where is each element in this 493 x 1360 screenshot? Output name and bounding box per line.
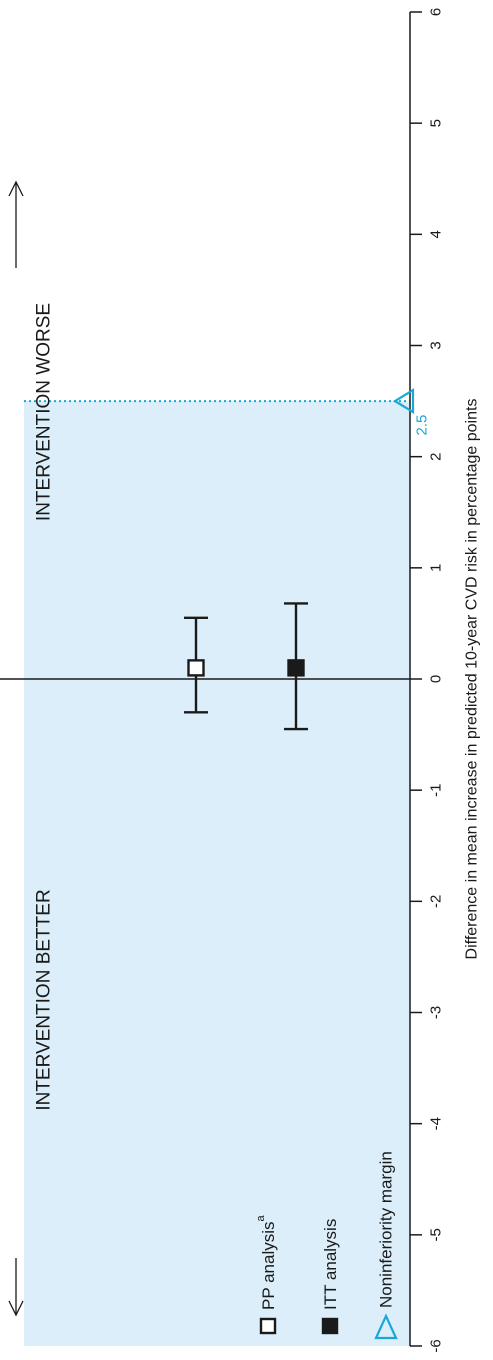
x-tick-label: -6 <box>428 1339 445 1352</box>
legend-margin-icon <box>374 1313 398 1340</box>
worse-arrow-head <box>8 180 24 197</box>
legend-label-text: ITT analysis <box>321 1219 340 1310</box>
legend-label-superscript: a <box>255 1214 267 1221</box>
better-label: INTERVENTION BETTER <box>34 889 55 1110</box>
x-tick-label: 5 <box>428 119 445 127</box>
pp-marker <box>187 659 205 677</box>
better-arrow-head <box>8 1300 24 1317</box>
itt-marker <box>287 659 305 677</box>
x-tick-label: -3 <box>428 1006 445 1019</box>
margin-value-label: 2.5 <box>414 415 431 436</box>
noninferiority-region <box>24 401 410 1346</box>
x-tick-label: 4 <box>428 230 445 238</box>
x-tick-label: 3 <box>428 341 445 349</box>
worse-label: INTERVENTION WORSE <box>34 303 55 521</box>
legend-pp-icon <box>259 1317 277 1335</box>
x-tick-label: -5 <box>428 1228 445 1241</box>
x-tick-label: -4 <box>428 1117 445 1130</box>
legend-label-text: PP analysis <box>259 1221 278 1310</box>
x-tick-label: 6 <box>428 8 445 16</box>
x-axis-title: Difference in mean increase in predicted… <box>464 399 481 960</box>
legend-margin-label: Noninferiority margin <box>377 1151 396 1308</box>
legend-label: ITT analysis <box>321 1219 340 1310</box>
legend-label: PP analysisa <box>255 1214 278 1310</box>
x-tick-label: -2 <box>428 895 445 908</box>
x-tick-label: 0 <box>428 675 445 683</box>
legend-itt-icon <box>321 1317 339 1335</box>
x-tick-label: -1 <box>428 783 445 796</box>
x-tick-label: 2 <box>428 452 445 460</box>
x-tick-label: 1 <box>428 564 445 572</box>
margin-triangle-icon <box>392 388 415 415</box>
